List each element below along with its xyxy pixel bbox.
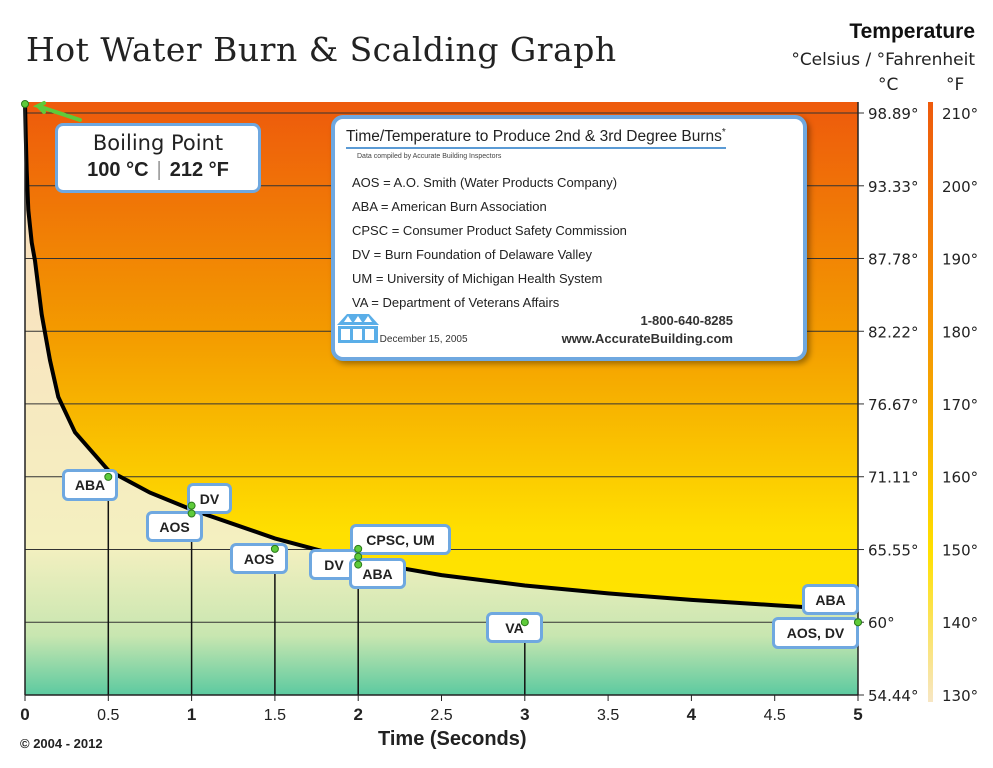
point-label: ABA bbox=[802, 584, 859, 615]
x-tick-label: 4 bbox=[687, 705, 697, 724]
y-axis-subtitle: °Celsius / °Fahrenheit bbox=[791, 50, 975, 70]
y-tick-label-celsius: 98.89° bbox=[868, 105, 918, 123]
y-tick-label-celsius: 60° bbox=[868, 614, 895, 632]
x-tick-label: 5 bbox=[853, 705, 862, 724]
legend-title: Time/Temperature to Produce 2nd & 3rd De… bbox=[346, 127, 726, 150]
y-tick-label-fahrenheit: 190° bbox=[942, 250, 978, 268]
point-label: DV bbox=[187, 483, 232, 514]
legend-item: UM = University of Michigan Health Syste… bbox=[352, 271, 603, 286]
point-label: CPSC, UM bbox=[350, 524, 451, 555]
boiling-celsius: 100 °C bbox=[87, 159, 149, 181]
y-tick-label-celsius: 76.67° bbox=[868, 396, 918, 414]
boiling-point-title: Boiling Point bbox=[92, 131, 224, 155]
x-tick-label: 1 bbox=[187, 705, 196, 724]
point-label: ABA bbox=[349, 558, 406, 589]
y-tick-label-fahrenheit: 130° bbox=[942, 687, 978, 705]
y-tick-label-fahrenheit: 180° bbox=[942, 323, 978, 341]
legend-title-text: Time/Temperature to Produce 2nd & 3rd De… bbox=[346, 128, 722, 146]
legend-item: CPSC = Consumer Product Safety Commissio… bbox=[352, 223, 627, 238]
boiling-separator: | bbox=[156, 159, 162, 181]
y-tick-label-celsius: 54.44° bbox=[868, 687, 918, 705]
x-tick-label: 2 bbox=[353, 705, 362, 724]
x-tick-label: 2.5 bbox=[430, 707, 452, 724]
point-label: VA bbox=[486, 612, 543, 643]
y-tick-label-celsius: 71.11° bbox=[868, 469, 918, 487]
legend-asterisk: * bbox=[721, 127, 726, 138]
legend-item: VA = Department of Veterans Affairs bbox=[352, 295, 560, 310]
y-tick-label-celsius: 93.33° bbox=[868, 178, 918, 196]
boiling-fahrenheit: 212 °F bbox=[169, 159, 229, 181]
y-tick-label-celsius: 65.55° bbox=[868, 542, 918, 560]
y-tick-label-fahrenheit: 140° bbox=[942, 614, 978, 632]
legend-box: Time/Temperature to Produce 2nd & 3rd De… bbox=[331, 115, 807, 361]
phone-number: 1-800-640-8285 bbox=[640, 313, 733, 328]
chart-title: Hot Water Burn & Scalding Graph bbox=[26, 30, 617, 69]
x-tick-label: 4.5 bbox=[764, 707, 786, 724]
y-tick-label-fahrenheit: 170° bbox=[942, 396, 978, 414]
legend-item: AOS = A.O. Smith (Water Products Company… bbox=[352, 175, 618, 190]
y-axis-title: Temperature bbox=[849, 20, 975, 43]
x-tick-label: 3 bbox=[520, 705, 529, 724]
y-tick-label-fahrenheit: 160° bbox=[942, 469, 978, 487]
point-label: AOS bbox=[230, 543, 288, 574]
x-axis-title: Time (Seconds) bbox=[378, 728, 527, 750]
point-label: ABA bbox=[62, 469, 118, 501]
y-tick-label-celsius: 87.78° bbox=[868, 250, 918, 268]
point-label: AOS bbox=[146, 511, 203, 542]
y-tick-label-fahrenheit: 210° bbox=[942, 105, 978, 123]
boiling-point-callout: Boiling Point 100 °C | 212 °F bbox=[55, 123, 261, 193]
legend-item: ABA = American Burn Association bbox=[352, 199, 547, 214]
y-tick-label-fahrenheit: 150° bbox=[942, 542, 978, 560]
celsius-unit: °C bbox=[878, 75, 899, 95]
point-label: AOS, DV bbox=[772, 617, 859, 649]
x-tick-label: 0.5 bbox=[97, 707, 119, 724]
legend-item: DV = Burn Foundation of Delaware Valley bbox=[352, 247, 593, 262]
y-tick-label-celsius: 82.22° bbox=[868, 323, 918, 341]
website-link[interactable]: www.AccurateBuilding.com bbox=[561, 331, 733, 346]
y-tick-label-fahrenheit: 200° bbox=[942, 178, 978, 196]
x-tick-label: 0 bbox=[20, 705, 29, 724]
x-tick-label: 1.5 bbox=[264, 707, 286, 724]
fahrenheit-unit: °F bbox=[946, 75, 965, 95]
legend-date: Date: December 15, 2005 bbox=[353, 334, 468, 345]
legend-subtitle: Data compiled by Accurate Building Inspe… bbox=[357, 153, 502, 160]
copyright: © 2004 - 2012 bbox=[20, 736, 103, 751]
x-tick-label: 3.5 bbox=[597, 707, 619, 724]
temperature-colorbar bbox=[928, 102, 933, 702]
house-logo-icon bbox=[337, 314, 379, 343]
